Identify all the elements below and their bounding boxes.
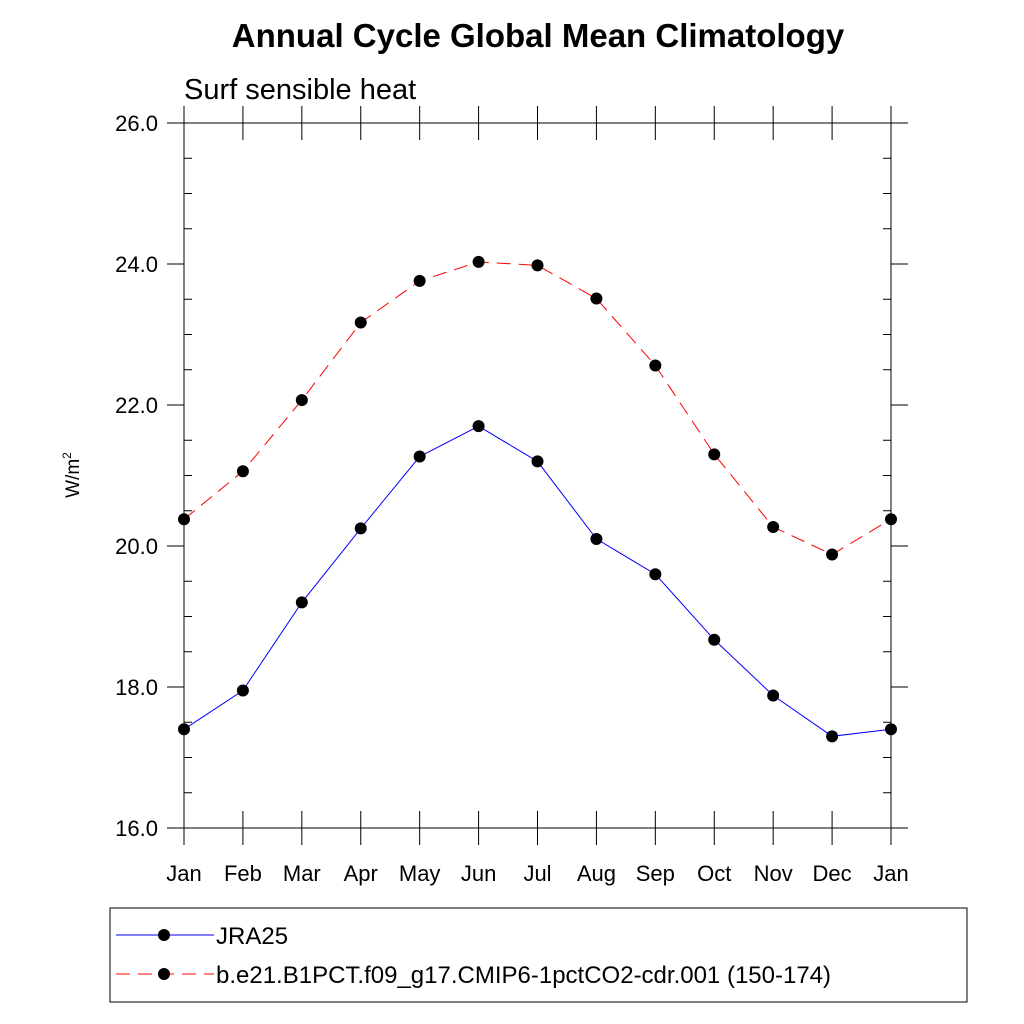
series-1-point	[178, 513, 190, 526]
series-1-point	[236, 465, 249, 478]
series-0-point	[826, 730, 839, 743]
y-axis-ticks	[167, 122, 908, 829]
x-tick-label: Dec	[813, 861, 852, 886]
series-0-point	[531, 455, 544, 468]
x-tick-label: Apr	[344, 861, 378, 886]
x-tick-label: Mar	[283, 861, 321, 886]
series-0-point	[472, 420, 485, 433]
series-1-point	[413, 274, 426, 287]
y-tick-label: 24.0	[115, 252, 158, 277]
series-layer	[178, 255, 897, 743]
series-1-point	[354, 316, 367, 329]
legend-label-jra25: JRA25	[216, 923, 288, 950]
y-axis-tick-labels: 16.0 18.0 20.0 22.0 24.0 26.0	[115, 111, 158, 841]
series-1	[178, 255, 897, 561]
series-0-point	[236, 684, 249, 697]
x-axis-tick-labels: Jan Feb Mar Apr May Jun Jul Aug Sep Oct Nov Dec Jan	[166, 861, 908, 886]
y-tick-label: 22.0	[115, 393, 158, 418]
series-0	[178, 420, 897, 743]
x-tick-label: May	[399, 861, 441, 886]
series-0-point	[590, 532, 603, 545]
series-1-point	[826, 548, 839, 561]
legend-label-model: b.e21.B1PCT.f09_g17.CMIP6-1pctCO2-cdr.00…	[216, 962, 831, 989]
series-line-0	[183, 425, 892, 737]
series-1-point	[708, 448, 721, 461]
y-tick-label: 18.0	[115, 675, 158, 700]
legend-item-model: b.e21.B1PCT.f09_g17.CMIP6-1pctCO2-cdr.00…	[116, 962, 831, 989]
x-tick-label: Sep	[636, 861, 675, 886]
x-axis-ticks	[183, 106, 892, 845]
series-0-point	[295, 596, 308, 609]
series-1-point	[885, 513, 897, 526]
series-1-point	[531, 259, 544, 272]
y-tick-label: 26.0	[115, 111, 158, 136]
x-tick-label: Jun	[461, 861, 496, 886]
legend-marker-jra25	[158, 929, 170, 941]
y-axis-label: W/m2	[60, 452, 84, 498]
x-tick-label: Oct	[697, 861, 731, 886]
chart-subtitle: Surf sensible heat	[184, 74, 416, 106]
series-1-point	[767, 520, 780, 533]
series-0-point	[708, 633, 721, 646]
series-1-point	[295, 394, 308, 407]
series-1-point	[649, 359, 662, 372]
series-1-point	[472, 255, 485, 268]
y-tick-label: 20.0	[115, 534, 158, 559]
y-axis-label-base: W/m	[63, 459, 84, 498]
x-tick-label: Jan	[166, 861, 201, 886]
x-tick-label: Nov	[754, 861, 793, 886]
legend-item-jra25: JRA25	[116, 923, 288, 950]
legend-box	[109, 907, 968, 1003]
series-0-point	[885, 723, 897, 736]
series-0-point	[354, 522, 367, 535]
x-tick-label: Aug	[577, 861, 616, 886]
x-tick-label: Feb	[224, 861, 262, 886]
series-0-point	[178, 723, 190, 736]
series-1-point	[590, 292, 603, 305]
chart-title: Annual Cycle Global Mean Climatology	[232, 17, 845, 54]
legend-marker-model	[158, 968, 170, 980]
y-tick-label: 16.0	[115, 816, 158, 841]
series-line-1	[183, 261, 892, 556]
series-0-point	[413, 450, 426, 463]
plot-frame	[183, 122, 892, 829]
y-axis-label-superscript: 2	[60, 452, 74, 459]
series-0-point	[767, 689, 780, 702]
series-0-point	[649, 568, 662, 581]
x-tick-label: Jul	[523, 861, 551, 886]
x-tick-label: Jan	[873, 861, 908, 886]
